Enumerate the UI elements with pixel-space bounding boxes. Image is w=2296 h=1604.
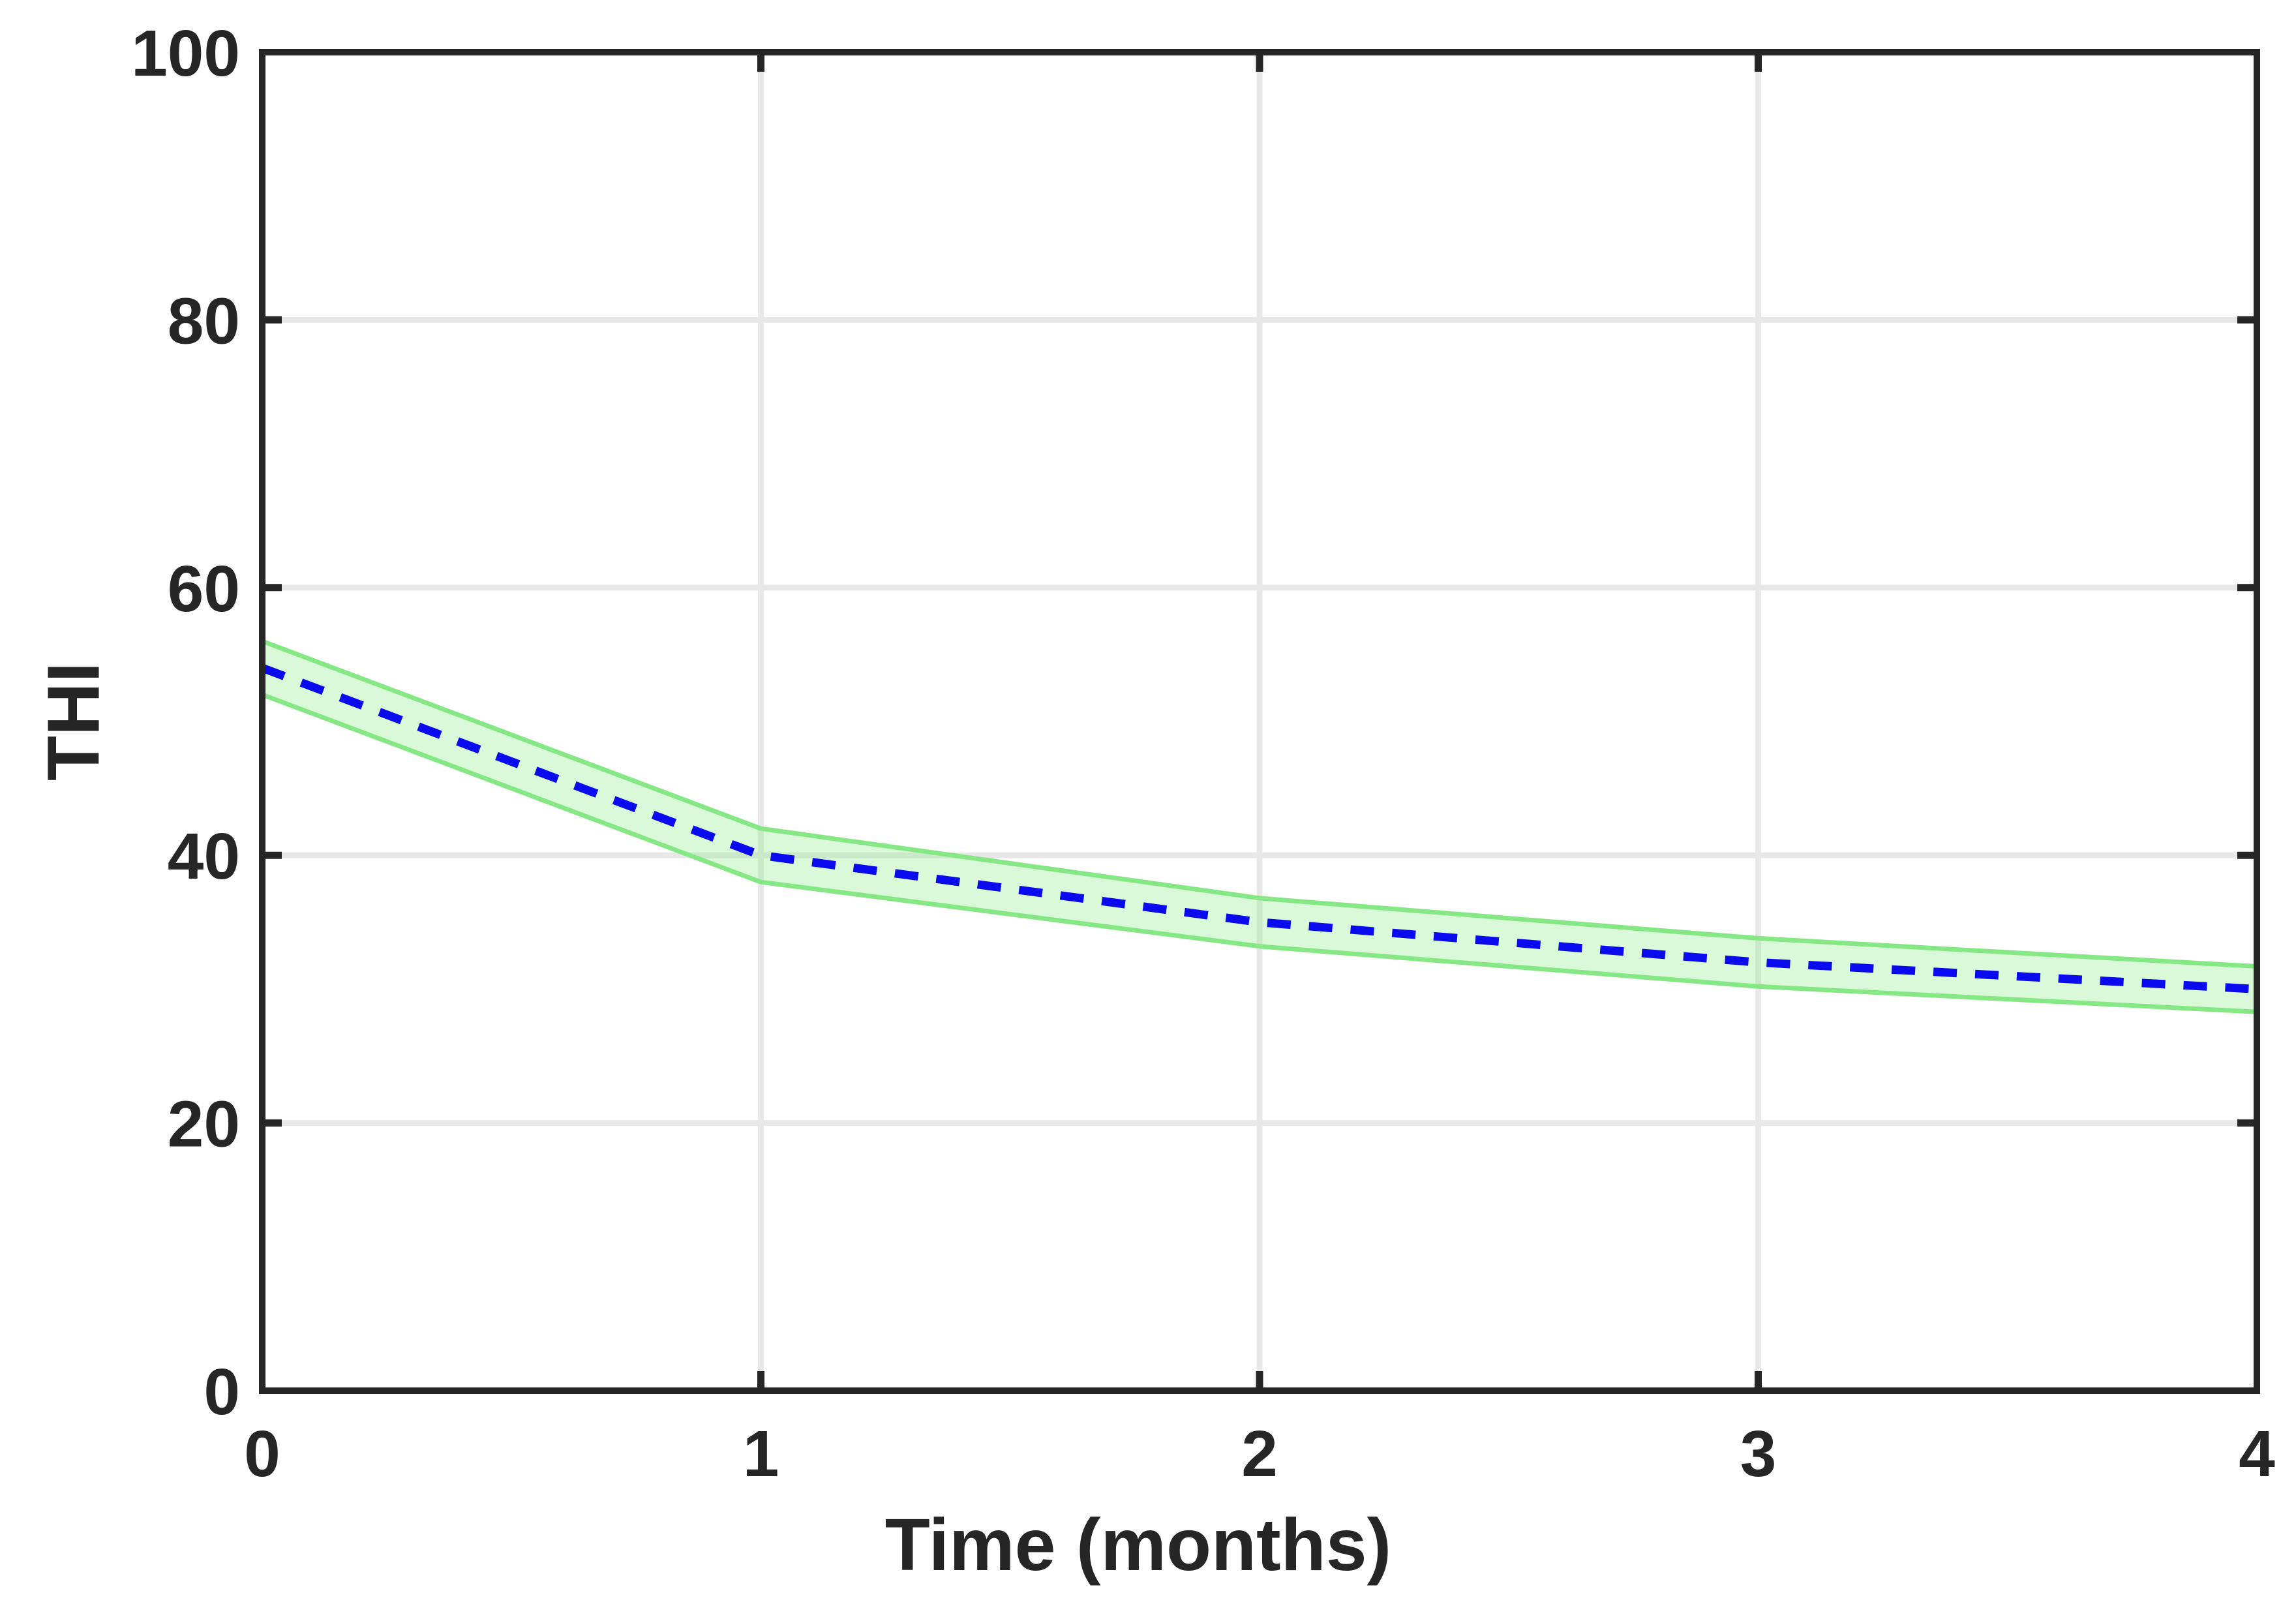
- mean-line: [260, 663, 2258, 993]
- x-tick-label: 4: [2239, 1417, 2275, 1491]
- y-tick-label: 0: [204, 1355, 240, 1429]
- x-tick-label: 3: [1740, 1417, 1777, 1491]
- x-axis-label: Time (months): [885, 1504, 1391, 1586]
- tick-mark-layer: [262, 52, 2257, 1391]
- mean-line-layer: [260, 663, 2258, 993]
- x-tick-label: 1: [743, 1417, 779, 1491]
- y-tick-label: 80: [168, 284, 240, 357]
- y-axis-label: THI: [33, 662, 115, 781]
- y-tick-label: 100: [131, 17, 240, 90]
- x-tick-label: 2: [1241, 1417, 1278, 1491]
- y-tick-label: 40: [168, 820, 240, 893]
- x-tick-label: 0: [244, 1417, 280, 1491]
- grid-layer: [262, 52, 2257, 1391]
- y-tick-label: 60: [168, 552, 240, 626]
- y-tick-label: 20: [168, 1088, 240, 1161]
